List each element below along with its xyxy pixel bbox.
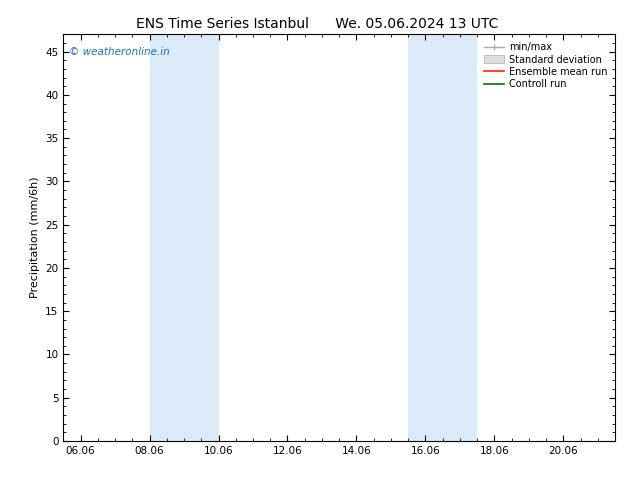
Bar [150, 34, 219, 441]
Bar [408, 34, 477, 441]
Text: ENS Time Series Istanbul      We. 05.06.2024 13 UTC: ENS Time Series Istanbul We. 05.06.2024 … [136, 17, 498, 31]
Legend: min/max, Standard deviation, Ensemble mean run, Controll run: min/max, Standard deviation, Ensemble me… [481, 39, 610, 92]
Text: © weatheronline.in: © weatheronline.in [69, 47, 170, 56]
Y-axis label: Precipitation (mm/6h): Precipitation (mm/6h) [30, 177, 40, 298]
